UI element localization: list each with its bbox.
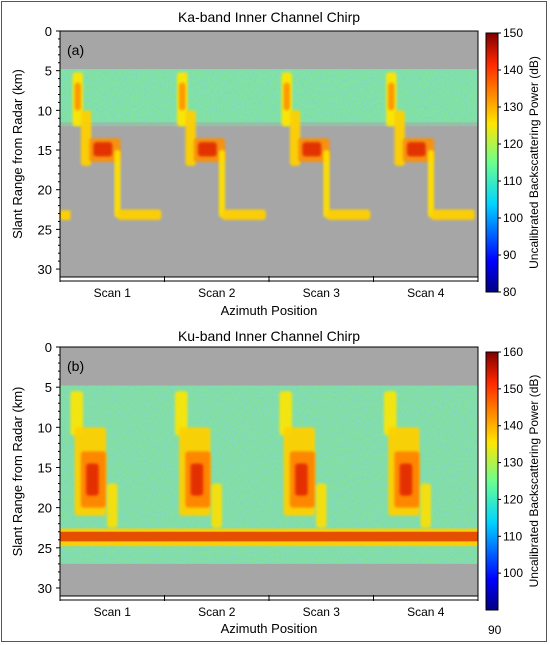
clutter-fade — [60, 122, 478, 133]
y-tick-label: 15 — [38, 143, 52, 158]
echo-feature — [117, 209, 162, 220]
echo-feature — [420, 483, 431, 528]
echo-feature — [406, 142, 426, 157]
colorbar-tick-label: 130 — [503, 100, 523, 114]
scan-label: Scan 3 — [303, 286, 341, 300]
x-axis-label: Azimuth Position — [221, 621, 318, 636]
y-tick-label: 5 — [45, 64, 52, 79]
echo-feature — [190, 463, 204, 496]
y-tick-label: 10 — [38, 103, 52, 118]
scan-label: Scan 2 — [198, 286, 236, 300]
colorbar-label: Uncalibrated Backscattering Power (dB) — [527, 56, 541, 269]
echo-feature — [383, 391, 397, 436]
ground-band-core — [60, 531, 478, 542]
panel-label: (b) — [67, 358, 84, 374]
colorbar-tick-label: 110 — [503, 529, 522, 543]
echo-feature — [430, 209, 475, 220]
colorbar-tick-label: 150 — [503, 26, 523, 40]
colorbar-bottom-label: 90 — [488, 623, 502, 637]
echo-feature — [316, 483, 327, 528]
panel-ka-band: Ka-band Inner Channel Chirp 0 5 10 15 20 25 30 S… — [10, 9, 541, 318]
echo-feature — [279, 391, 292, 436]
panel-label: (a) — [67, 42, 84, 58]
y-tick-label: 15 — [38, 460, 52, 475]
colorbar-tick-label: 90 — [503, 248, 517, 262]
colorbar-tick-label: 80 — [503, 285, 517, 299]
echo-feature — [211, 483, 222, 528]
echo-feature — [74, 82, 81, 111]
y-tick-label: 20 — [38, 183, 52, 198]
echo-feature — [70, 391, 83, 436]
colorbar-tick-label: 100 — [503, 566, 523, 580]
y-axis-label: Slant Range from Radar (km) — [10, 387, 25, 557]
panel-ku-band: Ku-band Inner Channel Chirp 0 5 10 15 20 25 30 S… — [10, 328, 541, 637]
colorbar-tick-label: 110 — [503, 174, 522, 188]
echo-feature — [221, 209, 266, 220]
y-tick-label: 30 — [38, 581, 52, 596]
y-tick-label: 0 — [45, 24, 52, 39]
scan-label: Scan 1 — [94, 286, 132, 300]
echo-feature — [185, 110, 196, 166]
colorbar-tick-label: 160 — [503, 345, 523, 359]
colorbar-tick-label: 100 — [503, 211, 523, 225]
x-axis-label: Azimuth Position — [221, 303, 318, 318]
echo-feature — [302, 142, 322, 157]
echo-feature — [295, 463, 308, 496]
echo-feature — [326, 209, 371, 220]
y-tick-label: 30 — [38, 262, 52, 277]
colorbar-tick-label: 120 — [503, 492, 523, 506]
echo-feature — [388, 82, 395, 111]
chart-title: Ku-band Inner Channel Chirp — [178, 328, 360, 344]
echo-feature — [399, 463, 413, 496]
y-tick-label: 25 — [38, 222, 52, 237]
echo-feature — [107, 483, 118, 528]
echo-feature — [80, 110, 92, 166]
scan-label: Scan 4 — [407, 286, 445, 300]
chart-title: Ka-band Inner Channel Chirp — [178, 9, 360, 25]
echo-feature — [86, 463, 99, 496]
colorbar — [485, 351, 499, 611]
echo-feature — [394, 110, 405, 166]
colorbar-tick-label: 140 — [503, 419, 523, 433]
colorbar — [485, 32, 499, 293]
echo-feature — [197, 142, 217, 157]
colorbar-tick-label: 130 — [503, 456, 523, 470]
y-tick-label: 5 — [45, 380, 52, 395]
colorbar-label: Uncalibrated Backscattering Power (dB) — [527, 375, 541, 588]
echo-feature — [114, 150, 121, 218]
y-tick-label: 10 — [38, 420, 52, 435]
colorbar-tick-label: 140 — [503, 63, 523, 77]
y-tick-label: 0 — [45, 340, 52, 355]
echo-feature — [93, 142, 113, 157]
echo-feature — [218, 150, 226, 218]
scan-label: Scan 1 — [94, 605, 132, 619]
echo-feature — [174, 391, 188, 436]
echo-feature — [323, 150, 330, 218]
scan-label: Scan 3 — [303, 605, 341, 619]
colorbar-tick-label: 150 — [503, 382, 523, 396]
y-axis-label: Slant Range from Radar (km) — [10, 69, 25, 239]
echo-feature — [427, 150, 435, 218]
clutter-speckle — [60, 69, 478, 127]
y-tick-label: 20 — [38, 501, 52, 516]
echo-feature — [60, 210, 71, 220]
scan-label: Scan 4 — [407, 605, 445, 619]
scan-label: Scan 2 — [198, 605, 236, 619]
echo-feature — [179, 82, 186, 111]
y-tick-label: 25 — [38, 541, 52, 556]
colorbar-tick-label: 120 — [503, 137, 523, 151]
echo-feature — [283, 82, 290, 111]
echo-feature — [289, 110, 301, 166]
